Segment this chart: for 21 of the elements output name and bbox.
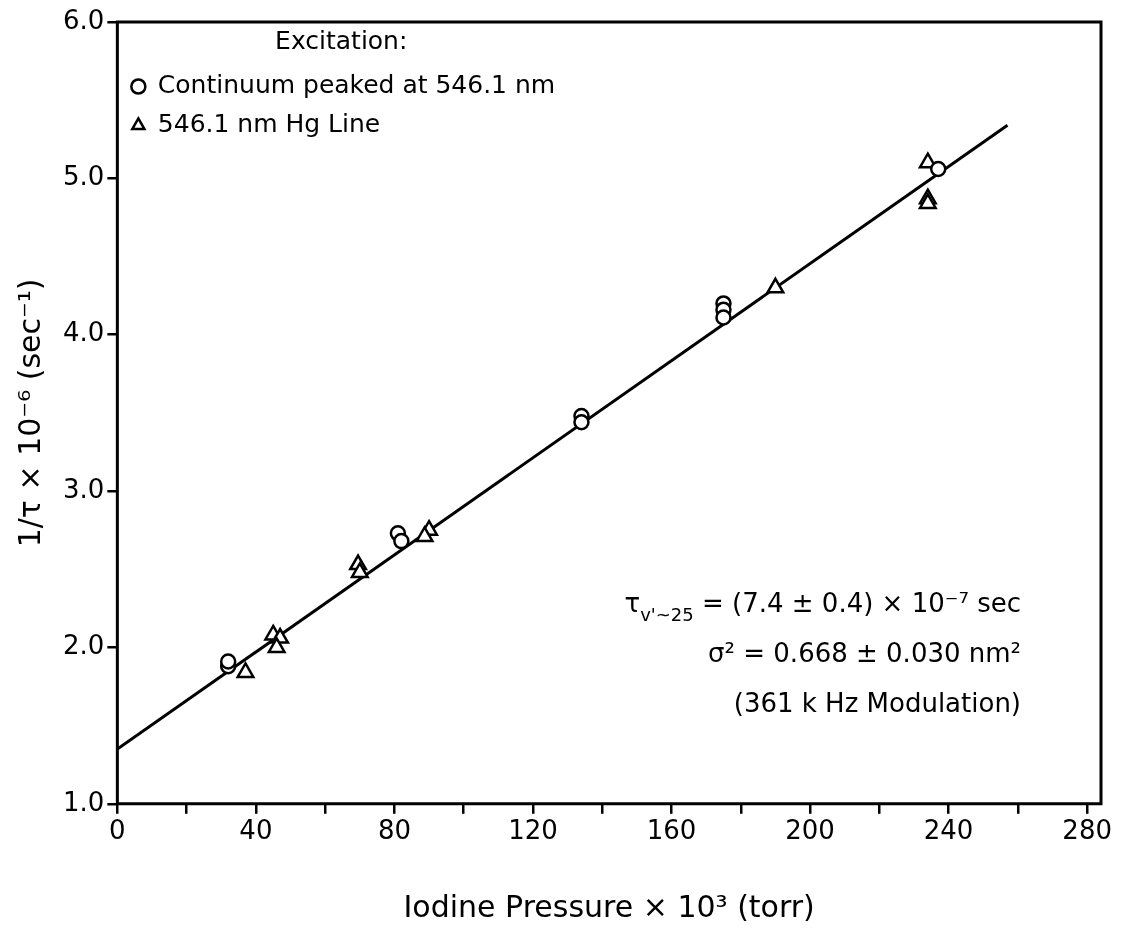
y-tick-label: 2.0 — [62, 630, 105, 661]
annotation: (361 k Hz Modulation) — [733, 688, 1022, 718]
x-tick-label: 280 — [1062, 815, 1112, 846]
legend-title: Excitation: — [275, 26, 408, 55]
y-axis-title: 1/τ × 10⁻⁶ (sec⁻¹) — [11, 278, 47, 548]
y-tick-label: 6.0 — [62, 4, 105, 35]
y-tick-label: 5.0 — [62, 161, 105, 192]
x-tick-label: 160 — [646, 815, 697, 846]
x-tick-label: 240 — [923, 815, 974, 846]
y-tick-label: 4.0 — [62, 317, 105, 348]
y-tick-label: 1.0 — [62, 786, 105, 817]
y-tick-label: 3.0 — [62, 473, 105, 504]
x-axis-title: Iodine Pressure × 10³ (torr) — [403, 888, 815, 924]
x-tick-label: 80 — [377, 815, 411, 846]
x-tick-label: 40 — [239, 815, 273, 846]
x-tick-label: 120 — [508, 815, 558, 846]
x-tick-label: 200 — [785, 815, 835, 846]
x-tick-label: 0 — [109, 815, 126, 846]
legend-label: Continuum peaked at 546.1 nm — [157, 70, 556, 99]
legend-label: 546.1 nm Hg Line — [157, 109, 381, 138]
annotation: σ² = 0.668 ± 0.030 nm² — [708, 638, 1021, 668]
